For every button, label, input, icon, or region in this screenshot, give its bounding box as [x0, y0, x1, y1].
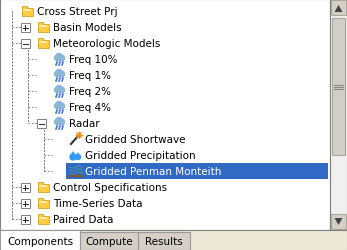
Bar	[39, 42, 47, 44]
Bar	[21, 199, 30, 208]
Bar	[37, 120, 46, 128]
Bar	[56, 90, 64, 94]
Polygon shape	[70, 152, 76, 156]
Bar	[38, 41, 49, 49]
Text: Gridded Penman Monteith: Gridded Penman Monteith	[85, 166, 221, 176]
Bar	[56, 74, 64, 78]
Bar	[23, 10, 31, 12]
Bar	[332, 19, 345, 156]
Bar	[0, 230, 347, 250]
Circle shape	[56, 118, 62, 125]
Bar	[80, 232, 138, 250]
Bar	[22, 7, 27, 10]
Polygon shape	[335, 6, 342, 13]
Text: Components: Components	[7, 236, 73, 246]
Circle shape	[56, 54, 62, 61]
Bar	[0, 230, 80, 250]
Bar	[39, 217, 47, 219]
Text: Freq 2%: Freq 2%	[69, 87, 111, 97]
Circle shape	[54, 120, 59, 125]
Circle shape	[56, 70, 62, 77]
Bar	[39, 201, 47, 203]
Circle shape	[56, 102, 62, 109]
Bar	[38, 182, 43, 185]
Text: Results: Results	[145, 236, 183, 246]
Text: Time-Series Data: Time-Series Data	[53, 198, 143, 208]
Bar	[38, 200, 49, 208]
Circle shape	[76, 155, 81, 160]
Text: Freq 1%: Freq 1%	[69, 71, 111, 81]
Bar	[56, 58, 64, 62]
Circle shape	[59, 72, 65, 77]
Bar	[38, 198, 43, 201]
Bar	[56, 106, 64, 110]
Bar	[38, 214, 43, 217]
Bar	[21, 183, 30, 192]
Bar	[38, 184, 49, 192]
Text: Radar: Radar	[69, 118, 100, 128]
Text: Cross Street Prj: Cross Street Prj	[37, 7, 118, 17]
Bar	[38, 23, 43, 26]
Bar	[39, 26, 47, 28]
Circle shape	[59, 88, 65, 93]
Text: Gridded Shortwave: Gridded Shortwave	[85, 134, 186, 144]
Polygon shape	[76, 152, 80, 156]
Circle shape	[54, 56, 59, 61]
Bar	[138, 232, 190, 250]
Circle shape	[56, 86, 62, 93]
Bar	[21, 40, 30, 49]
Bar	[66, 163, 328, 179]
Bar	[56, 122, 64, 126]
Circle shape	[70, 154, 76, 160]
Polygon shape	[335, 218, 342, 225]
Bar	[331, 214, 346, 229]
Text: Basin Models: Basin Models	[53, 23, 122, 33]
Circle shape	[54, 72, 59, 77]
Text: Freq 10%: Freq 10%	[69, 55, 118, 65]
Text: Compute: Compute	[85, 236, 133, 246]
Circle shape	[59, 104, 65, 109]
Circle shape	[54, 88, 59, 93]
Circle shape	[54, 104, 59, 109]
Bar	[21, 24, 30, 33]
Bar	[22, 9, 33, 17]
Bar	[39, 185, 47, 187]
Text: Gridded Precipitation: Gridded Precipitation	[85, 150, 196, 160]
Text: Control Specifications: Control Specifications	[53, 182, 167, 192]
Circle shape	[59, 120, 65, 125]
Bar	[21, 215, 30, 224]
Text: Meteorologic Models: Meteorologic Models	[53, 39, 160, 49]
Bar	[331, 1, 346, 16]
Circle shape	[59, 56, 65, 61]
Bar	[38, 25, 49, 33]
Bar	[38, 216, 49, 224]
Text: Paired Data: Paired Data	[53, 214, 113, 224]
Bar	[38, 39, 43, 42]
Text: Freq 4%: Freq 4%	[69, 102, 111, 113]
Bar	[330, 0, 347, 230]
